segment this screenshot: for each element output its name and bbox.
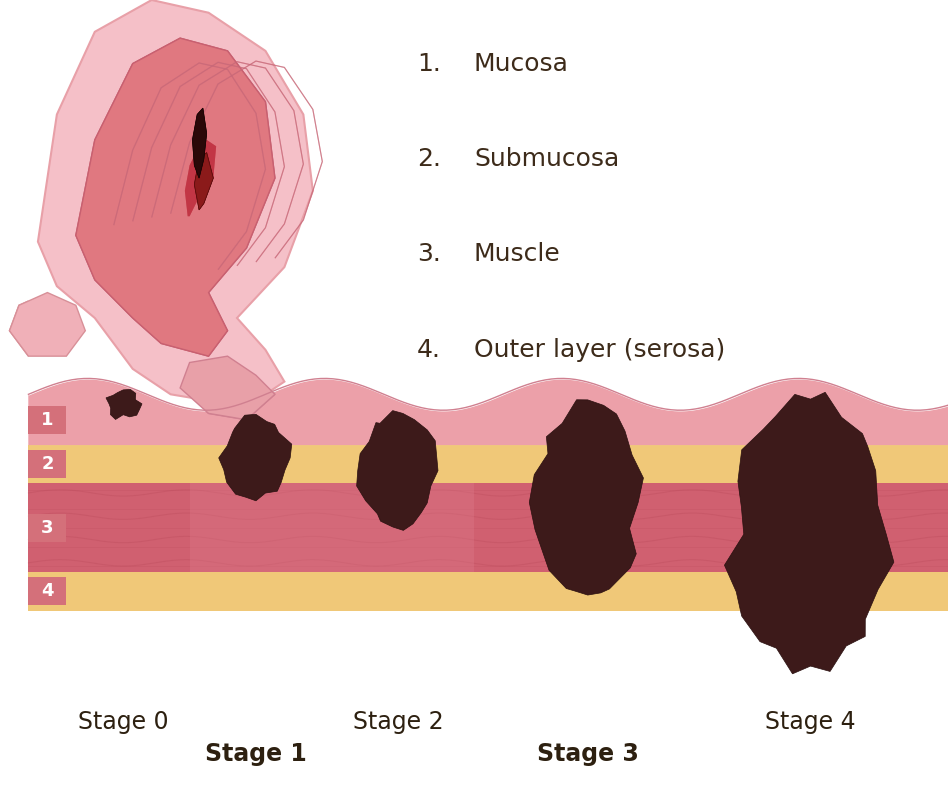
Text: Mucosa: Mucosa bbox=[474, 52, 569, 76]
Text: Submucosa: Submucosa bbox=[474, 147, 619, 171]
Text: 3.: 3. bbox=[417, 242, 441, 266]
Text: 3.: 3. bbox=[417, 242, 441, 266]
Text: 2: 2 bbox=[41, 456, 54, 473]
FancyBboxPatch shape bbox=[28, 450, 66, 479]
Text: 4: 4 bbox=[41, 583, 54, 600]
Polygon shape bbox=[180, 356, 275, 420]
Bar bbox=[28, 572, 948, 611]
Text: Outer layer (serosa): Outer layer (serosa) bbox=[474, 338, 725, 362]
Polygon shape bbox=[356, 411, 438, 530]
Polygon shape bbox=[9, 293, 85, 356]
Text: Stage 4: Stage 4 bbox=[765, 710, 856, 734]
Text: 4: 4 bbox=[41, 583, 54, 600]
Text: 1: 1 bbox=[41, 411, 54, 429]
Text: 4.: 4. bbox=[417, 338, 441, 362]
Text: 1: 1 bbox=[41, 411, 54, 429]
Polygon shape bbox=[185, 140, 216, 216]
FancyBboxPatch shape bbox=[28, 514, 66, 542]
Text: 1.: 1. bbox=[417, 52, 441, 76]
Polygon shape bbox=[9, 293, 85, 356]
Text: Submucosa: Submucosa bbox=[474, 147, 619, 171]
FancyBboxPatch shape bbox=[28, 405, 66, 434]
Polygon shape bbox=[28, 378, 948, 445]
Polygon shape bbox=[185, 140, 216, 216]
Bar bbox=[28, 445, 948, 483]
Text: Stage 0: Stage 0 bbox=[78, 710, 169, 734]
Polygon shape bbox=[219, 414, 292, 501]
Polygon shape bbox=[38, 0, 313, 407]
Bar bbox=[28, 611, 948, 642]
Polygon shape bbox=[38, 0, 313, 407]
Text: 3: 3 bbox=[41, 519, 54, 537]
Polygon shape bbox=[76, 38, 275, 356]
Text: 3: 3 bbox=[41, 519, 54, 537]
FancyBboxPatch shape bbox=[28, 450, 66, 479]
Text: Stage 3: Stage 3 bbox=[537, 742, 639, 766]
Text: 4.: 4. bbox=[417, 338, 441, 362]
Polygon shape bbox=[724, 392, 894, 674]
Polygon shape bbox=[194, 153, 213, 210]
Polygon shape bbox=[106, 390, 142, 420]
Text: 2: 2 bbox=[41, 456, 54, 473]
Polygon shape bbox=[194, 153, 213, 210]
Bar bbox=[28, 483, 948, 572]
FancyBboxPatch shape bbox=[28, 405, 66, 434]
Text: Mucosa: Mucosa bbox=[474, 52, 569, 76]
Text: Stage 1: Stage 1 bbox=[205, 742, 307, 766]
Polygon shape bbox=[190, 483, 474, 572]
FancyBboxPatch shape bbox=[28, 577, 66, 606]
Polygon shape bbox=[529, 400, 644, 595]
Polygon shape bbox=[76, 38, 275, 356]
Text: 1.: 1. bbox=[417, 52, 441, 76]
Polygon shape bbox=[192, 108, 207, 178]
Polygon shape bbox=[28, 378, 948, 445]
Polygon shape bbox=[180, 356, 275, 420]
Text: Muscle: Muscle bbox=[474, 242, 561, 266]
Text: Stage 2: Stage 2 bbox=[353, 710, 444, 734]
Polygon shape bbox=[192, 108, 207, 178]
Text: Outer layer (serosa): Outer layer (serosa) bbox=[474, 338, 725, 362]
Text: 2.: 2. bbox=[417, 147, 441, 171]
FancyBboxPatch shape bbox=[28, 577, 66, 606]
Text: 2.: 2. bbox=[417, 147, 441, 171]
Text: Muscle: Muscle bbox=[474, 242, 561, 266]
FancyBboxPatch shape bbox=[28, 514, 66, 542]
